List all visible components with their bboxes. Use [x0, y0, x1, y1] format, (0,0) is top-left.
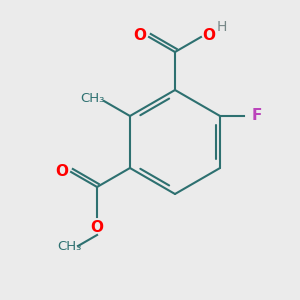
Text: O: O — [56, 164, 69, 178]
Text: CH₃: CH₃ — [80, 92, 104, 106]
Text: F: F — [252, 107, 262, 122]
Text: O: O — [202, 28, 215, 43]
Text: CH₃: CH₃ — [58, 241, 82, 254]
Text: H: H — [217, 20, 227, 34]
Text: O: O — [91, 220, 103, 235]
Text: O: O — [134, 28, 146, 44]
